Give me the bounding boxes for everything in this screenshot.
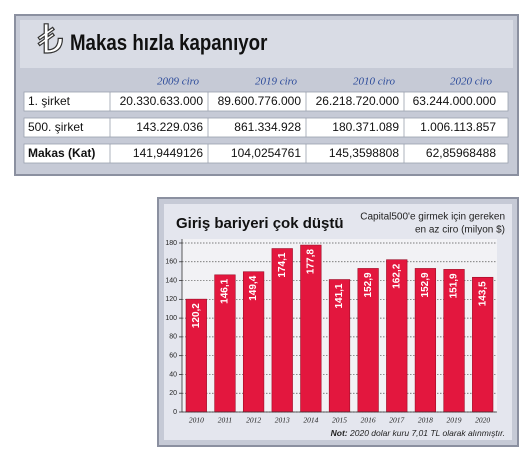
y-tick-label: 0 — [173, 409, 177, 416]
row-bg — [23, 91, 509, 112]
value-label: 146,1 — [220, 278, 231, 303]
column-header: 2020 ciro — [450, 76, 493, 88]
x-tick-label: 2018 — [418, 416, 433, 425]
y-tick-label: 120 — [165, 296, 177, 303]
row-label: 500. şirket — [28, 120, 84, 134]
value-label: 152,9 — [420, 272, 431, 297]
x-tick-label: 2013 — [275, 416, 290, 425]
row-bg — [23, 143, 509, 164]
table-title: Makas hızla kapanıyor — [70, 31, 267, 55]
x-tick-label: 2012 — [246, 416, 261, 425]
y-tick-label: 100 — [165, 315, 177, 322]
chart-title: Giriş bariyeri çok düştü — [176, 215, 344, 232]
cell: 26.218.720.000 — [316, 94, 400, 108]
cell: 141,9449126 — [133, 146, 203, 160]
value-label: 149,4 — [248, 275, 259, 300]
chart-subtitle: en az ciro (milyon $) — [415, 225, 505, 236]
value-label: 141,1 — [334, 283, 345, 308]
cell: 1.006.113.857 — [420, 120, 496, 134]
y-tick-label: 180 — [165, 240, 177, 247]
value-label: 177,8 — [306, 249, 317, 274]
x-tick-label: 2014 — [303, 416, 318, 425]
y-tick-label: 80 — [169, 334, 177, 341]
y-tick-label: 60 — [169, 353, 177, 360]
cell: 89.600.776.000 — [218, 94, 302, 108]
cell: 861.334.928 — [234, 120, 301, 134]
cell: 62,85968488 — [426, 146, 496, 160]
column-header: 2019 ciro — [255, 76, 298, 88]
cell: 20.330.633.000 — [120, 94, 204, 108]
column-header: 2009 ciro — [157, 76, 200, 88]
value-label: 174,1 — [277, 252, 288, 277]
cell: 63.244.000.000 — [413, 94, 497, 108]
column-header: 2010 ciro — [353, 76, 396, 88]
x-tick-label: 2016 — [361, 416, 376, 425]
y-tick-label: 20 — [169, 390, 177, 397]
cell: 145,3598808 — [329, 146, 399, 160]
row-bg — [23, 117, 509, 138]
lira-icon: ₺ — [38, 17, 63, 62]
chart-subtitle: Capital500'e girmek için gereken — [360, 212, 505, 223]
x-tick-label: 2020 — [475, 416, 490, 425]
x-tick-label: 2010 — [189, 416, 204, 425]
y-tick-label: 160 — [165, 259, 177, 266]
x-tick-label: 2017 — [389, 416, 404, 425]
y-tick-label: 40 — [169, 371, 177, 378]
row-label: 1. şirket — [28, 94, 71, 108]
x-tick-label: 2015 — [332, 416, 347, 425]
value-label: 143,5 — [477, 281, 488, 306]
value-label: 151,9 — [449, 273, 460, 298]
cell: 180.371.089 — [332, 120, 399, 134]
row-label: Makas (Kat) — [28, 146, 95, 160]
title-band — [20, 20, 513, 68]
note-label: Not: — [331, 428, 348, 438]
value-label: 162,2 — [391, 263, 402, 288]
value-label: 120,2 — [191, 303, 202, 328]
cell: 104,0254761 — [231, 146, 301, 160]
y-tick-label: 140 — [165, 277, 177, 284]
x-tick-label: 2011 — [218, 416, 232, 425]
note: Not: 2020 dolar kuru 7,01 TL olarak alın… — [331, 428, 505, 438]
cell: 143.229.036 — [136, 120, 203, 134]
note-text: 2020 dolar kuru 7,01 TL olarak alınmıştı… — [349, 428, 505, 438]
value-label: 152,9 — [363, 272, 374, 297]
x-tick-label: 2019 — [447, 416, 462, 425]
